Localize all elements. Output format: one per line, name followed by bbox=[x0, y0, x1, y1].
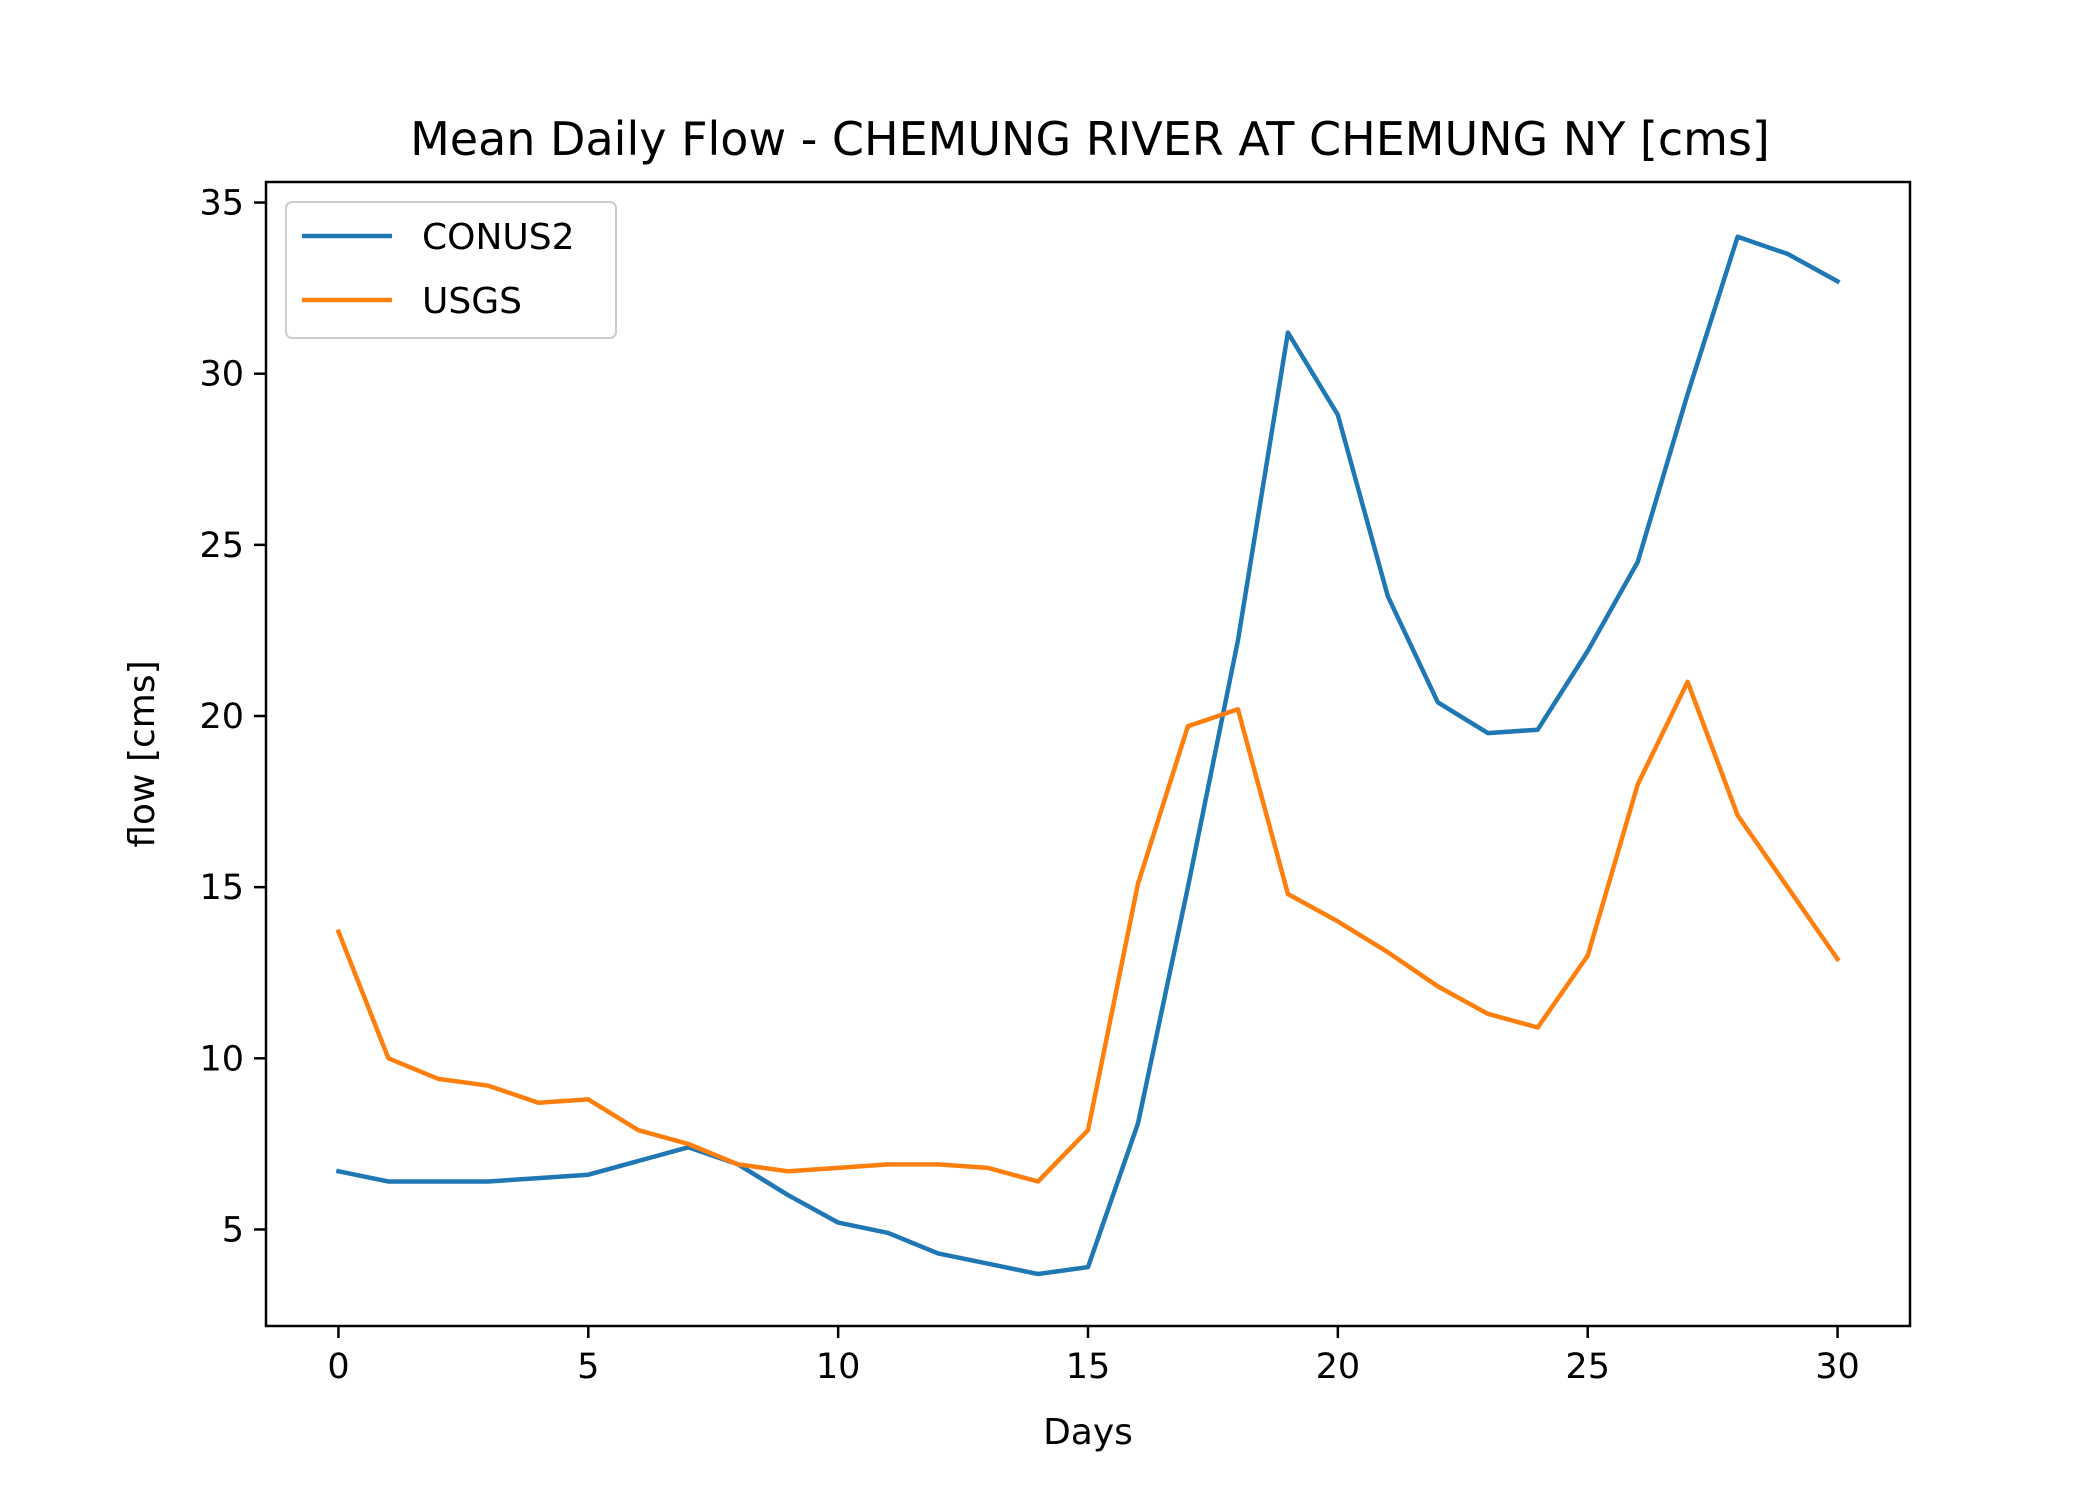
legend-label-usgs: USGS bbox=[422, 281, 522, 322]
y-axis-label: flow [cms] bbox=[122, 660, 163, 847]
legend: CONUS2 USGS bbox=[285, 201, 617, 339]
x-tick-label: 10 bbox=[816, 1347, 861, 1387]
x-tick-label: 15 bbox=[1066, 1347, 1111, 1387]
y-tick-label: 30 bbox=[199, 355, 244, 395]
x-tick-label: 25 bbox=[1565, 1347, 1610, 1387]
plot-area bbox=[335, 234, 1841, 1277]
y-tick-label: 20 bbox=[199, 697, 244, 737]
y-tick-label: 10 bbox=[199, 1039, 244, 1079]
x-tick-label: 20 bbox=[1316, 1347, 1361, 1387]
y-tick-label: 15 bbox=[199, 868, 244, 908]
x-tick-label: 0 bbox=[327, 1347, 349, 1387]
y-tick-label: 25 bbox=[199, 526, 244, 566]
x-axis-label: Days bbox=[1043, 1412, 1133, 1453]
x-tick-label: 5 bbox=[577, 1347, 599, 1387]
x-axis: 0 5 10 15 20 25 30 bbox=[327, 1326, 1860, 1387]
y-tick-label: 5 bbox=[222, 1210, 244, 1250]
y-axis: 5 10 15 20 25 30 35 bbox=[199, 184, 266, 1250]
y-tick-label: 35 bbox=[199, 184, 244, 224]
chart-title: Mean Daily Flow - CHEMUNG RIVER AT CHEMU… bbox=[410, 112, 1770, 166]
series-line-conus2 bbox=[335, 234, 1841, 1277]
series-line-usgs bbox=[335, 679, 1841, 1184]
x-tick-label: 30 bbox=[1815, 1347, 1860, 1387]
legend-label-conus2: CONUS2 bbox=[422, 217, 575, 258]
